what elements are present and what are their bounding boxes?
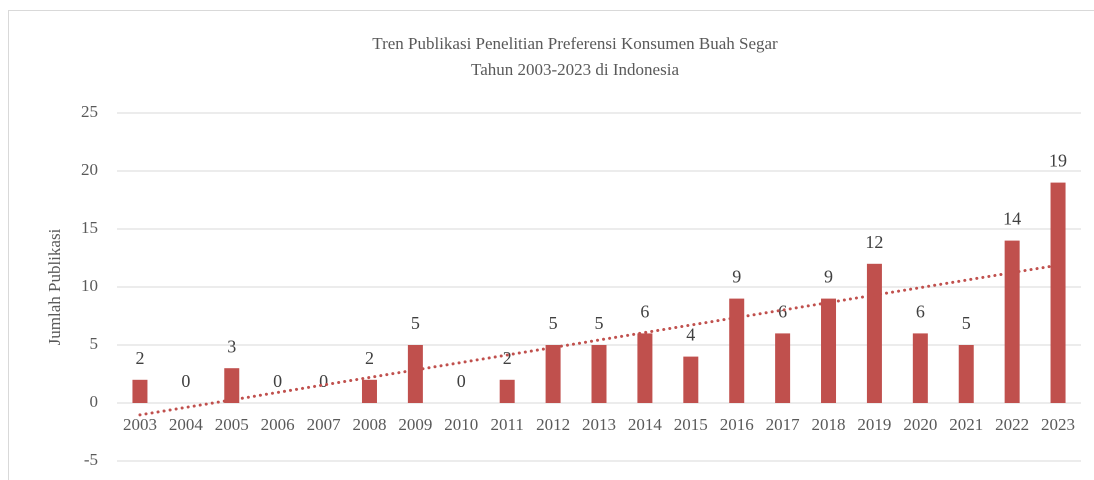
value-label: 9	[824, 267, 833, 287]
x-tick-label: 2014	[628, 415, 663, 434]
value-label: 5	[549, 313, 558, 333]
x-tick-label: 2016	[720, 415, 754, 434]
y-tick-label: 25	[81, 102, 98, 121]
value-label: 0	[181, 371, 190, 391]
bar	[1050, 182, 1066, 403]
x-tick-label: 2011	[491, 415, 524, 434]
x-tick-label: 2008	[352, 415, 386, 434]
value-label: 2	[365, 348, 374, 368]
bar	[224, 368, 240, 403]
bar	[775, 333, 791, 403]
bar	[821, 298, 837, 403]
x-tick-label: 2017	[766, 415, 801, 434]
x-tick-label: 2015	[674, 415, 708, 434]
value-label: 0	[273, 371, 282, 391]
x-tick-label: 2013	[582, 415, 616, 434]
value-label: 9	[732, 267, 741, 287]
x-tick-label: 2003	[123, 415, 157, 434]
value-label: 0	[319, 371, 328, 391]
bar	[361, 379, 377, 403]
value-label: 19	[1049, 151, 1067, 171]
bar	[499, 379, 515, 403]
x-tick-label: 2007	[307, 415, 342, 434]
chart-title: Tren Publikasi Penelitian Preferensi Kon…	[372, 34, 778, 53]
y-tick-label: 0	[90, 392, 99, 411]
bar	[545, 345, 561, 403]
y-tick-label: 20	[81, 160, 98, 179]
value-label: 0	[457, 371, 466, 391]
bar	[729, 298, 745, 403]
x-tick-label: 2010	[444, 415, 478, 434]
x-tick-label: 2005	[215, 415, 249, 434]
y-tick-label: 5	[90, 334, 99, 353]
x-tick-label: 2009	[398, 415, 432, 434]
bar	[407, 345, 423, 403]
value-label: 2	[135, 348, 144, 368]
x-tick-label: 2020	[903, 415, 937, 434]
bar	[683, 356, 699, 403]
value-label: 3	[227, 336, 236, 356]
x-tick-label: 2012	[536, 415, 570, 434]
value-label: 2	[503, 348, 512, 368]
value-label: 14	[1003, 209, 1021, 229]
value-label: 4	[686, 325, 695, 345]
bar	[1004, 240, 1020, 403]
value-label: 6	[778, 302, 787, 322]
bar	[912, 333, 928, 403]
chart-border	[8, 10, 1094, 480]
x-tick-label: 2006	[261, 415, 295, 434]
value-label: 5	[595, 313, 604, 333]
value-label: 12	[865, 232, 883, 252]
x-tick-label: 2004	[169, 415, 204, 434]
x-tick-label: 2023	[1041, 415, 1075, 434]
bar	[958, 345, 974, 403]
x-tick-label: 2021	[949, 415, 983, 434]
y-axis-label: Jumlah Publikasi	[45, 228, 64, 345]
bar	[866, 263, 882, 403]
value-label: 6	[640, 302, 649, 322]
x-tick-label: 2019	[857, 415, 891, 434]
value-label: 5	[962, 313, 971, 333]
bar	[132, 379, 148, 403]
trendline	[138, 263, 1060, 417]
y-tick-label: 10	[81, 276, 98, 295]
chart-subtitle: Tahun 2003-2023 di Indonesia	[471, 60, 679, 79]
bar	[637, 333, 653, 403]
y-tick-label: -5	[84, 450, 98, 469]
bar	[591, 345, 607, 403]
y-tick-label: 15	[81, 218, 98, 237]
value-label: 6	[916, 302, 925, 322]
x-tick-label: 2022	[995, 415, 1029, 434]
x-tick-label: 2018	[812, 415, 846, 434]
value-label: 5	[411, 313, 420, 333]
